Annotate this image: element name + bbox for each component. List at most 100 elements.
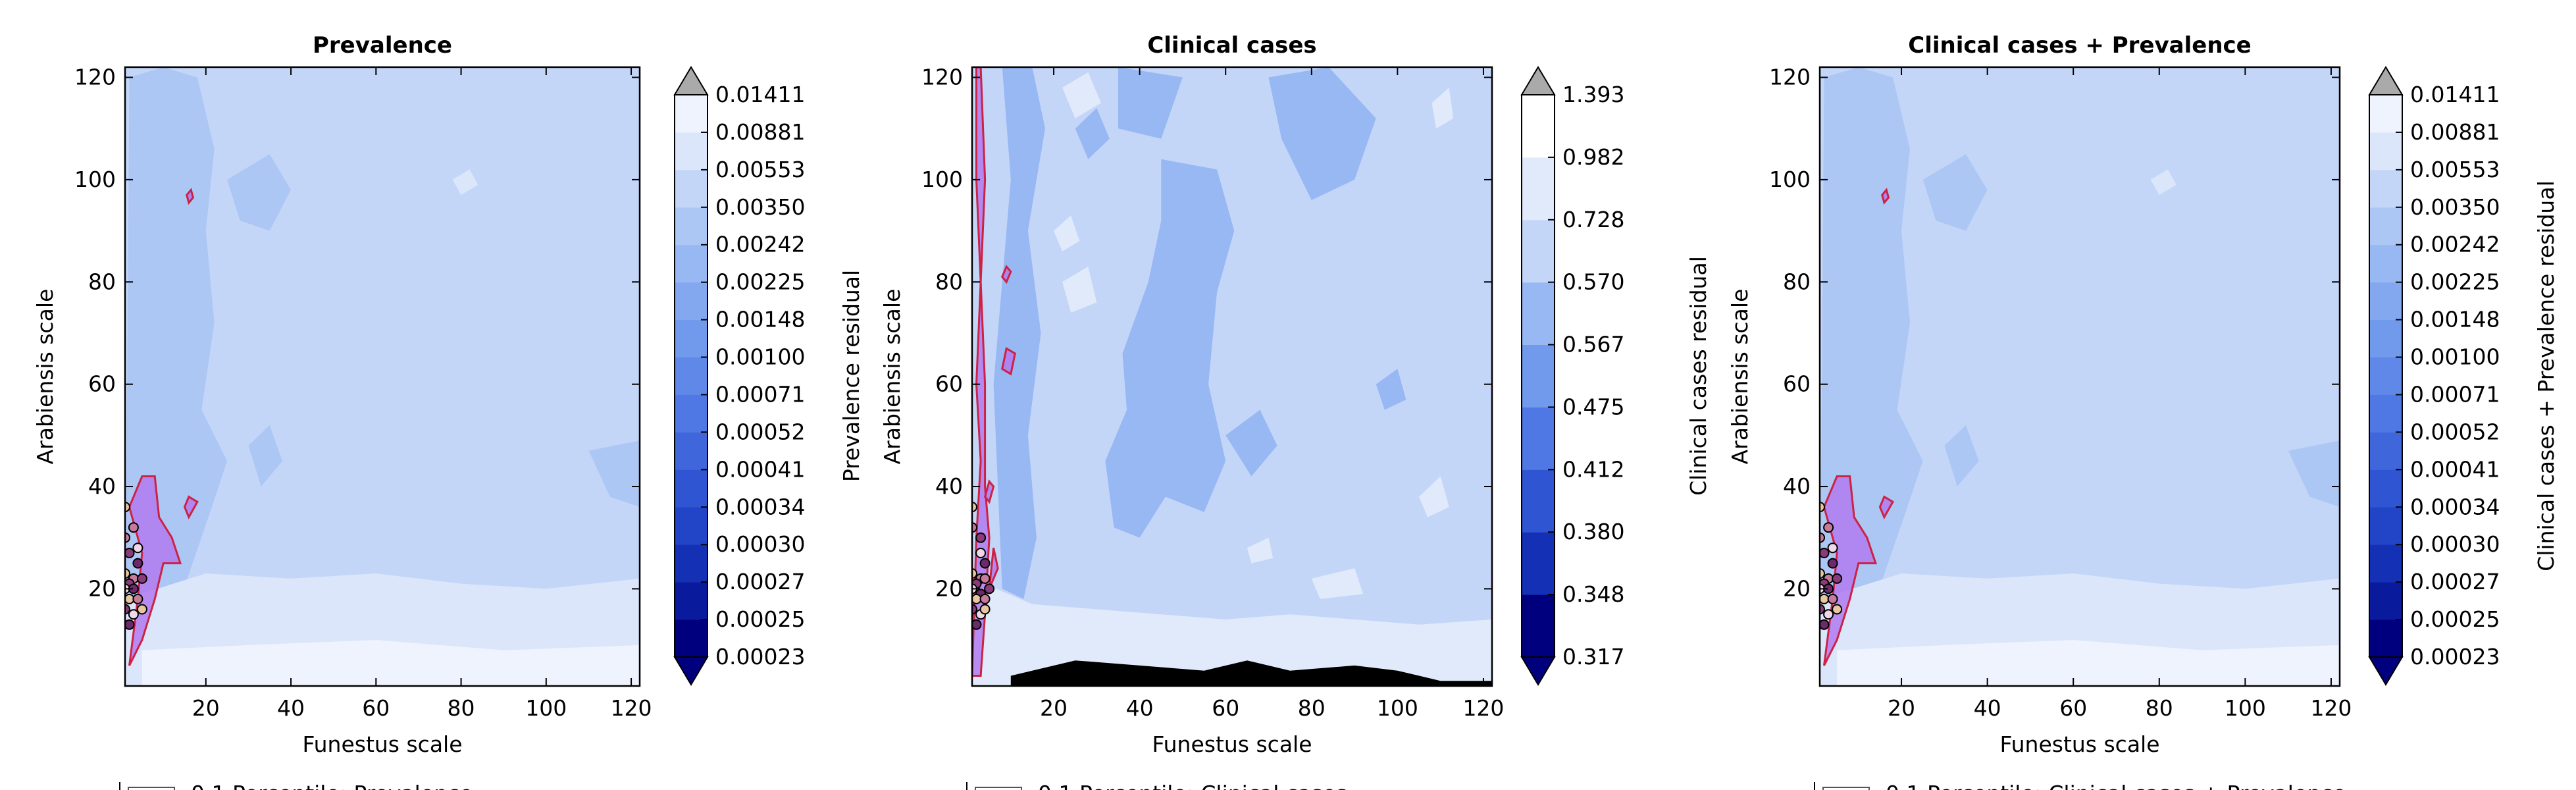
chart-panel-3: 20 40 60 80 100 120 20 40 60 80 100 120 Clinical cas… xyxy=(1727,32,2559,790)
colorbar-tick-label: 0.00023 xyxy=(715,644,805,670)
colorbar-frame xyxy=(674,94,708,658)
colorbar-tick-label: 0.412 xyxy=(1562,456,1624,482)
axes-frame xyxy=(124,66,641,687)
colorbar-tick-label: 0.00100 xyxy=(2410,344,2500,370)
contour-region xyxy=(1944,425,1979,487)
percentile-contour-region xyxy=(988,547,999,589)
data-point-marker xyxy=(972,522,977,533)
x-tick-label: 120 xyxy=(611,695,652,721)
colorbar-over-extension xyxy=(2368,66,2404,95)
colorbar-segment xyxy=(2369,469,2402,508)
colorbar-segment xyxy=(1522,95,1555,158)
colorbar-tick-label: 0.00027 xyxy=(715,569,805,594)
plot-area xyxy=(1820,67,2340,686)
colorbar-segment xyxy=(2369,95,2402,133)
colorbar-under-extension xyxy=(673,656,709,686)
data-point-marker xyxy=(125,604,130,615)
chart-title: Clinical cases + Prevalence xyxy=(1908,32,2252,59)
data-point-marker xyxy=(972,593,982,604)
x-tick-label: 80 xyxy=(2146,695,2173,721)
colorbar-segment xyxy=(2369,394,2402,433)
colorbar-segment xyxy=(675,619,708,658)
data-point-marker xyxy=(136,573,147,584)
contour-region xyxy=(227,154,291,231)
colorbar-tick-label: 1.393 xyxy=(1562,82,1624,107)
axes-frame xyxy=(971,66,1493,687)
colorbar-segment xyxy=(2369,357,2402,395)
colorbar-segment xyxy=(675,357,708,395)
y-tick-label: 80 xyxy=(1783,269,1811,294)
contour-region xyxy=(452,169,478,196)
colorbar-segment xyxy=(2369,169,2402,208)
contour-region xyxy=(588,440,640,508)
data-point-marker xyxy=(972,619,982,630)
colorbar-frame xyxy=(2369,94,2403,658)
colorbar-tick-label: 0.00041 xyxy=(2410,456,2500,482)
contour-region xyxy=(1922,154,1988,231)
colorbar-segment xyxy=(1522,157,1555,221)
data-point-marker xyxy=(1820,502,1825,513)
plot-area xyxy=(125,67,640,686)
colorbar-tick-label: 0.00030 xyxy=(715,531,805,557)
colorbar-segment xyxy=(675,507,708,545)
legend: 0.1 Percentile: Prevalence xyxy=(119,781,473,790)
colorbar-segment xyxy=(1522,594,1555,658)
data-point-marker xyxy=(979,573,991,584)
contour-region xyxy=(1837,640,2340,686)
colorbar-segment xyxy=(2369,619,2402,658)
y-axis-label: Arabiensis scale xyxy=(1727,289,1753,465)
x-tick-label: 60 xyxy=(1212,695,1239,721)
contour-region xyxy=(142,640,640,686)
colorbar-segment xyxy=(675,95,708,133)
colorbar-segment xyxy=(1522,219,1555,283)
plot-area xyxy=(972,67,1492,686)
colorbar-over-extension xyxy=(673,66,709,95)
data-point-marker xyxy=(125,548,135,558)
contour-region xyxy=(1268,67,1376,200)
colorbar-segment xyxy=(675,319,708,358)
colorbar-tick-label: 0.00034 xyxy=(715,494,805,519)
percentile-contour-region xyxy=(1881,188,1890,205)
colorbar-tick-label: 0.00027 xyxy=(2410,569,2500,594)
y-tick-label: 40 xyxy=(1783,473,1811,499)
data-point-marker xyxy=(979,604,991,615)
contour-region xyxy=(993,67,1045,599)
colorbar-under-extension xyxy=(1520,656,1556,686)
x-tick-label: 80 xyxy=(1298,695,1326,721)
data-point-marker xyxy=(975,532,987,543)
x-tick-label: 60 xyxy=(2059,695,2087,721)
colorbar-label: Clinical cases + Prevalence residual xyxy=(2533,180,2559,571)
chart-panel-1: 20 40 60 80 100 120 20 40 60 80 100 120 Prevalence Fu… xyxy=(32,32,864,790)
colorbar-segment xyxy=(2369,507,2402,545)
data-point-marker xyxy=(128,609,139,620)
data-point-marker xyxy=(1827,558,1838,569)
colorbar-tick-label: 0.00225 xyxy=(2410,269,2500,295)
colorbar-segment xyxy=(1522,532,1555,595)
contour-region xyxy=(1311,568,1364,599)
colorbar-tick-label: 0.00350 xyxy=(2410,194,2500,220)
data-point-marker xyxy=(979,593,991,604)
colorbar-label: Prevalence residual xyxy=(838,270,864,482)
colorbar-segment xyxy=(2369,132,2402,171)
data-point-marker xyxy=(1820,604,1825,615)
legend-entry: 0.1 Percentile: Clinical cases + Prevale… xyxy=(1886,781,2346,790)
colorbar-tick-label: 0.475 xyxy=(1562,394,1624,419)
data-point-marker xyxy=(1823,609,1834,620)
colorbar-tick-label: 0.00881 xyxy=(715,119,805,145)
x-tick-label: 100 xyxy=(525,695,567,721)
percentile-contour-region xyxy=(983,479,995,504)
x-tick-label: 20 xyxy=(1888,695,1915,721)
contour-region xyxy=(1118,67,1183,139)
colorbar-tick-label: 0.01411 xyxy=(715,82,805,107)
colorbar-tick-label: 0.00052 xyxy=(715,419,805,444)
background-contour-level xyxy=(972,67,1492,686)
colorbar-tick-label: 0.00553 xyxy=(2410,157,2500,182)
data-point-marker xyxy=(972,502,977,513)
contour-region xyxy=(1062,267,1097,313)
colorbar-over-extension xyxy=(1520,66,1556,95)
contour-region xyxy=(1431,88,1454,129)
colorbar-segment xyxy=(1522,469,1555,533)
y-tick-label: 60 xyxy=(88,371,116,397)
y-tick-label: 120 xyxy=(1769,65,1811,90)
y-tick-label: 60 xyxy=(935,371,963,397)
